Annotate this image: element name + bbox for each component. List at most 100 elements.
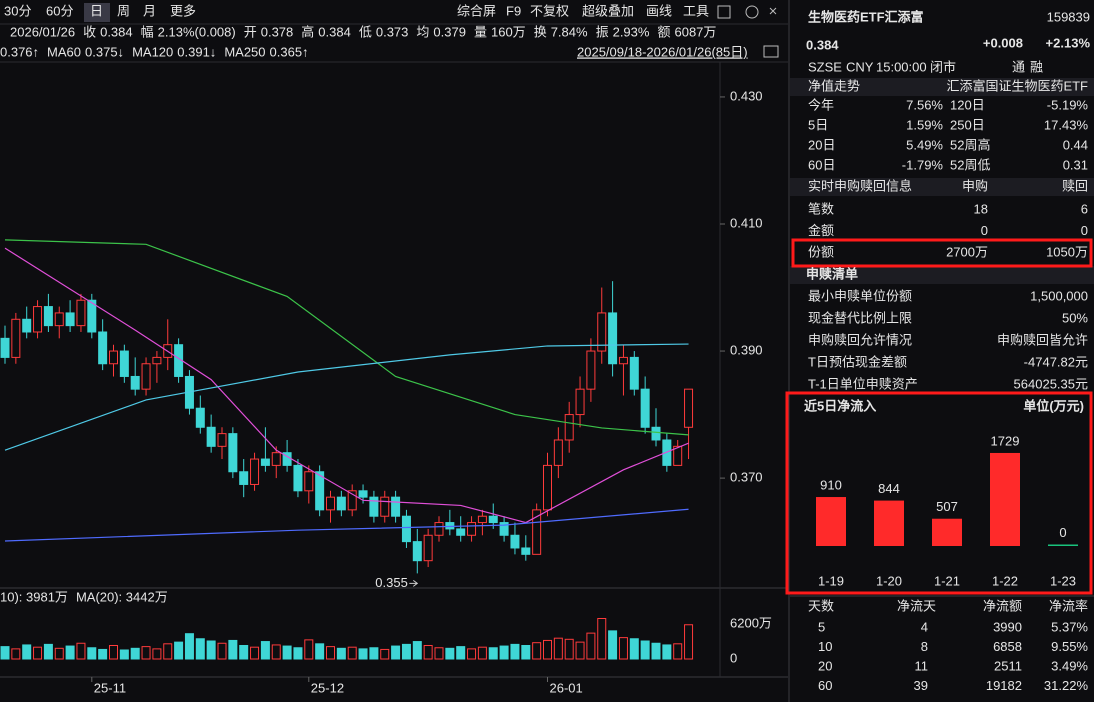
candle-body: [315, 471, 325, 511]
metric-label: 20日: [808, 137, 835, 152]
table-cell: 5.37%: [1051, 619, 1088, 634]
candle-body: [564, 414, 574, 441]
row-value: 564025.35元: [1014, 376, 1088, 391]
table-cell: 3990: [993, 619, 1022, 634]
candle-body: [477, 515, 487, 524]
volume-bar: [206, 640, 216, 660]
volume-bar: [250, 646, 260, 660]
volume-bar: [423, 645, 433, 660]
x-tick-label: 1-23: [1050, 573, 1076, 588]
candle-body: [369, 496, 379, 517]
candle-body: [488, 515, 498, 524]
y-tick-label: 0.370: [730, 470, 763, 485]
volume-bar: [152, 648, 162, 660]
legend-value: 0.376↑: [0, 44, 39, 59]
date-range: 2025/09/18-2026/01/26(85日): [577, 44, 748, 59]
volume-bar: [174, 641, 184, 660]
volume-legend: 10): 3981万: [0, 589, 68, 604]
volume-bar: [651, 642, 661, 660]
metric-label: 120日: [950, 97, 985, 112]
table-cell: 9.55%: [1051, 639, 1088, 654]
quote-meta: 15:00:00: [876, 59, 927, 74]
candle-body: [358, 490, 368, 498]
tool-button[interactable]: 不复权: [530, 3, 569, 18]
quote-label: 收: [83, 24, 96, 39]
chart-title: 近5日净流入: [804, 398, 876, 413]
row-label: 金额: [808, 223, 834, 238]
metric-value: 7.56%: [906, 97, 943, 112]
candle-body: [293, 464, 303, 492]
quote-label: 额: [657, 24, 670, 39]
bar: [816, 497, 846, 546]
candle-body: [532, 509, 542, 555]
metric-value: 17.43%: [1044, 117, 1089, 132]
volume-bar: [22, 644, 32, 660]
y-tick-label: 0.390: [730, 342, 763, 357]
candle-body: [434, 522, 444, 536]
metric-value: -5.19%: [1047, 97, 1089, 112]
chart-unit: 单位(万元): [1023, 398, 1084, 413]
period-tab[interactable]: 月: [143, 3, 156, 18]
value-label: 0: [1059, 525, 1066, 540]
tool-button[interactable]: 画线: [646, 3, 672, 18]
table-cell: 4: [921, 619, 928, 634]
quote-value: 0.379: [433, 24, 466, 39]
volume-bar: [228, 639, 238, 660]
period-tab[interactable]: 日: [90, 3, 103, 18]
metric-label: 今年: [808, 97, 834, 112]
candle-body: [250, 458, 260, 485]
volume-bar: [11, 648, 21, 660]
volume-bar: [456, 646, 466, 660]
volume-legend: MA(20): 3442万: [76, 589, 168, 604]
row-label: T-1日单位申赎资产: [808, 376, 918, 391]
candle-body: [76, 299, 86, 327]
metric-value: 5.49%: [906, 137, 943, 152]
bar: [1048, 544, 1078, 546]
period-tab[interactable]: 更多: [170, 3, 196, 18]
annotation-arrow: [409, 579, 419, 587]
period-tab[interactable]: 30分: [4, 3, 31, 18]
x-tick-label: 1-19: [818, 573, 844, 588]
period-tab[interactable]: 周: [117, 3, 130, 18]
fund-name: 汇添富国证生物医药ETF: [946, 78, 1088, 93]
row-value: -4747.82元: [1024, 354, 1088, 369]
table-cell: 8: [921, 639, 928, 654]
ma-line: [4, 508, 689, 542]
volume-bar: [304, 639, 314, 660]
y-tick-label: 0.430: [730, 88, 763, 103]
section-header: [790, 178, 1094, 196]
candle-body: [152, 356, 162, 365]
quote-label: 换: [534, 24, 547, 39]
volume-bar: [618, 637, 628, 660]
volume-bar: [564, 638, 574, 660]
column-header: 赎回: [1062, 178, 1088, 193]
candle-body: [119, 350, 129, 377]
row-label: 最小申赎单位份额: [808, 288, 912, 303]
volume-bar: [282, 645, 292, 660]
volume-bar: [54, 647, 64, 660]
badge: 融: [1030, 59, 1043, 74]
candle-body: [206, 426, 216, 447]
volume-bar: [347, 646, 357, 660]
tool-button[interactable]: F9: [506, 3, 521, 18]
metric-value: 1.59%: [906, 117, 943, 132]
volume-bar: [271, 644, 281, 660]
tool-button[interactable]: 工具: [683, 3, 709, 18]
candle-body: [553, 439, 563, 466]
column-header: 净流天: [897, 598, 936, 613]
tool-button[interactable]: 超级叠加: [582, 3, 634, 18]
row-label: 份额: [808, 244, 834, 259]
volume-bar: [445, 647, 455, 660]
quote-label: 高: [301, 24, 314, 39]
volume-bar: [43, 643, 53, 660]
volume-bar: [336, 647, 346, 660]
tool-button[interactable]: 综合屏: [457, 3, 496, 18]
candle-body: [326, 496, 335, 511]
period-tab[interactable]: 60分: [46, 3, 73, 18]
candle-body: [347, 490, 357, 511]
x-tick-label: 25-11: [94, 680, 126, 695]
row-value: 1,500,000: [1030, 288, 1088, 303]
quote-meta: SZSE: [808, 59, 842, 74]
volume-bar: [130, 647, 140, 660]
table-cell: 31.22%: [1044, 678, 1089, 693]
